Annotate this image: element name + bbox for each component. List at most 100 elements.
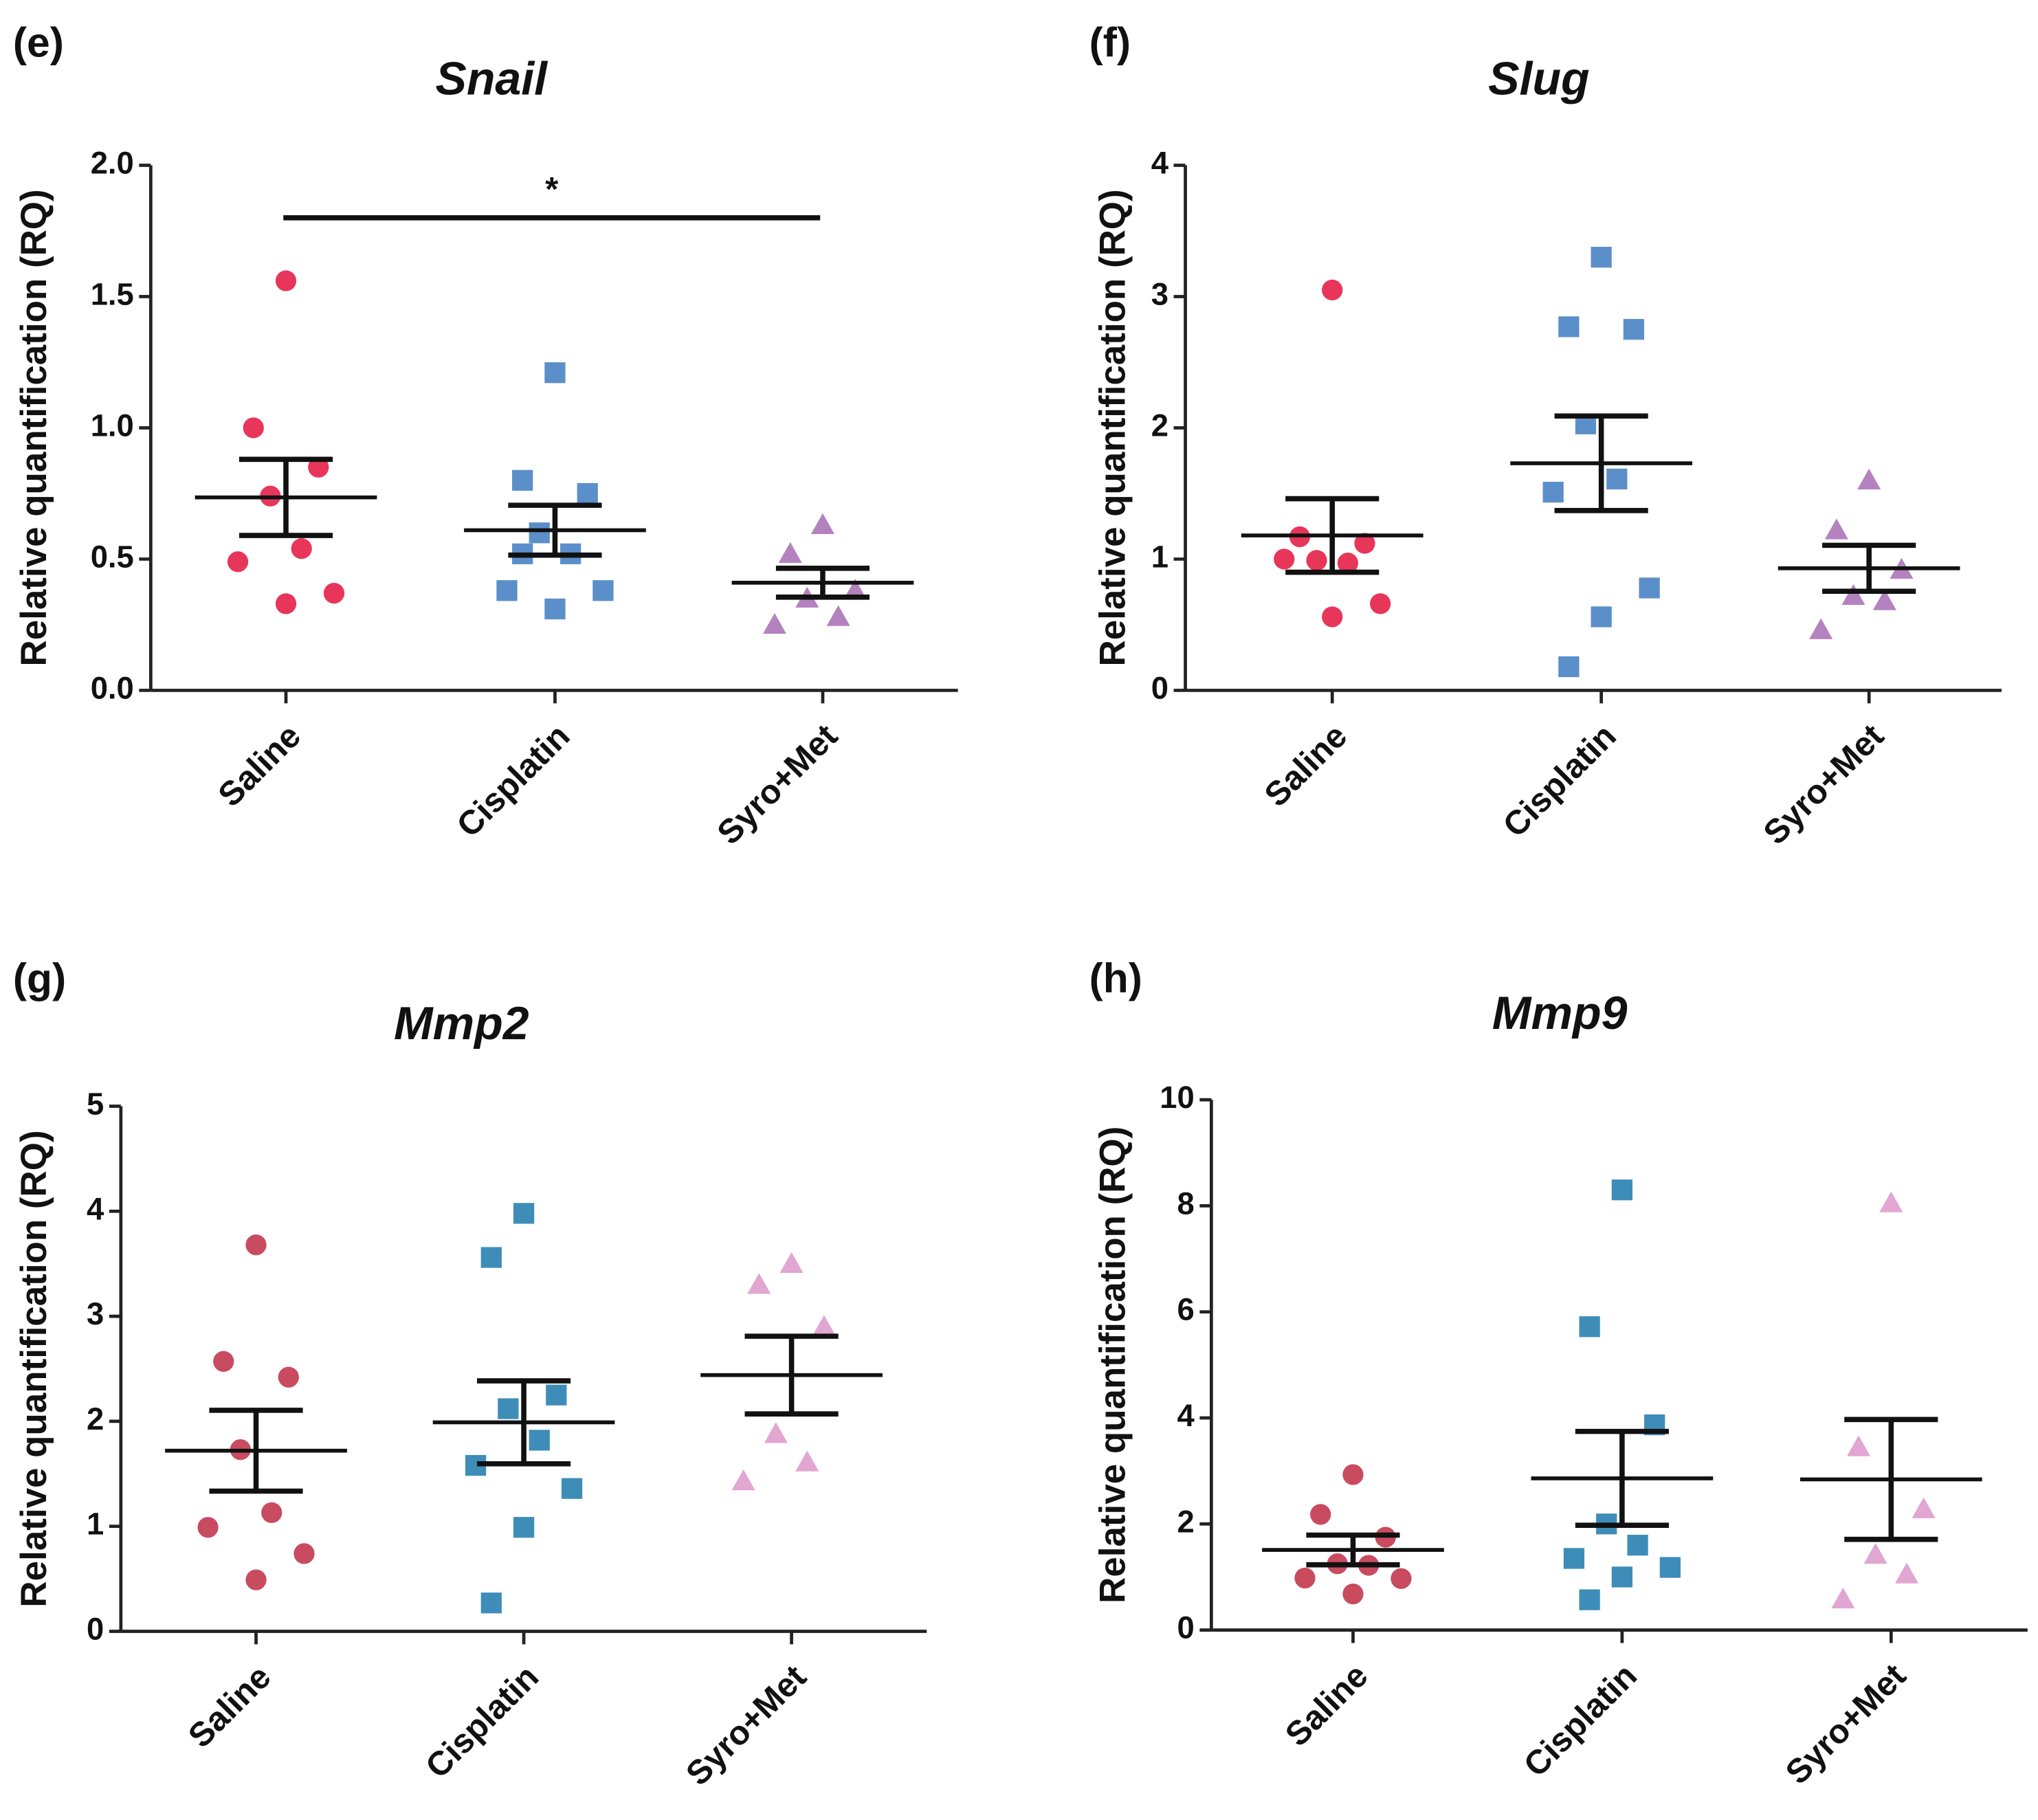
data-point	[1912, 1497, 1936, 1518]
x-tick-label: Cisplatin	[1496, 717, 1624, 845]
data-point	[1274, 548, 1295, 570]
y-tick-label: 2	[1177, 1504, 1195, 1539]
y-tick-label: 2.0	[91, 145, 134, 180]
data-point	[1841, 584, 1865, 606]
y-tick-label: 4	[1177, 1398, 1195, 1433]
y-tick-label: 1.0	[91, 408, 134, 443]
x-tick-label: Syro+Met	[710, 717, 845, 852]
data-point	[561, 1478, 583, 1499]
y-tick-label: 3	[87, 1296, 104, 1331]
data-point	[1579, 1589, 1600, 1610]
x-tick-label: Cisplatin	[1516, 1656, 1644, 1784]
data-point	[731, 1469, 755, 1491]
data-point	[1847, 1435, 1871, 1456]
chart-title: Slug	[1488, 52, 1589, 104]
data-point	[1322, 279, 1343, 301]
chart-title: Mmp9	[1492, 987, 1628, 1039]
data-point	[1623, 319, 1645, 340]
data-point	[197, 1517, 219, 1538]
panel-label: (e)	[13, 19, 64, 66]
data-point	[480, 1247, 502, 1268]
data-point	[291, 538, 312, 559]
data-point	[747, 1273, 771, 1294]
x-tick-label: Cisplatin	[418, 1658, 546, 1786]
data-point	[762, 612, 787, 634]
data-point	[1342, 1583, 1364, 1605]
y-tick-label: 0	[87, 1611, 104, 1646]
data-point	[1879, 1191, 1903, 1212]
data-point	[512, 469, 533, 491]
data-point	[1872, 589, 1896, 610]
data-point	[513, 1517, 535, 1538]
x-tick-label: Cisplatin	[450, 717, 577, 845]
data-point	[261, 1502, 283, 1523]
data-point	[1306, 550, 1327, 571]
data-point	[843, 579, 867, 600]
y-tick-label: 4	[1151, 145, 1168, 180]
data-point	[1391, 1568, 1412, 1589]
data-point	[1558, 316, 1580, 337]
data-point	[227, 551, 249, 573]
data-point	[1591, 247, 1612, 268]
data-point	[1310, 1504, 1331, 1525]
data-point	[1370, 593, 1391, 614]
chart-title: Mmp2	[394, 997, 529, 1050]
data-point	[1342, 1464, 1364, 1485]
data-point	[213, 1351, 234, 1372]
data-point	[498, 1398, 519, 1419]
y-tick-label: 0	[1177, 1610, 1195, 1645]
y-tick-label: 5	[87, 1087, 104, 1122]
x-tick-label: Saline	[181, 1658, 278, 1755]
data-point	[1824, 518, 1848, 540]
y-tick-label: 0.0	[91, 670, 134, 705]
data-point	[1831, 1587, 1855, 1609]
data-point	[480, 1592, 502, 1614]
data-point	[1563, 1548, 1585, 1569]
y-axis-label: Relative quantification (RQ)	[1092, 1127, 1133, 1603]
data-point	[1857, 468, 1881, 490]
data-point	[1659, 1557, 1681, 1578]
y-tick-label: 6	[1177, 1292, 1195, 1327]
data-point	[308, 456, 329, 478]
data-point	[592, 580, 614, 601]
data-point	[245, 1569, 267, 1590]
y-tick-label: 0	[1151, 670, 1168, 705]
data-point	[1809, 618, 1833, 639]
data-point	[1863, 1543, 1887, 1564]
data-point	[1558, 656, 1580, 678]
y-tick-label: 4	[87, 1191, 104, 1226]
data-point	[513, 1203, 535, 1224]
y-axis-label: Relative quantification (RQ)	[14, 1130, 54, 1607]
data-point	[764, 1422, 788, 1443]
data-point	[1611, 1566, 1633, 1588]
data-point	[275, 593, 297, 614]
y-tick-label: 3	[1151, 276, 1168, 311]
data-point	[544, 362, 566, 384]
significance-label: *	[545, 170, 559, 208]
y-tick-label: 1	[1151, 539, 1168, 574]
data-point	[1639, 577, 1660, 599]
data-point	[795, 1450, 819, 1472]
x-tick-label: Syro+Met	[1778, 1656, 1913, 1791]
y-axis-label: Relative quantification (RQ)	[1092, 189, 1133, 666]
data-point	[323, 582, 345, 604]
data-point	[1894, 1562, 1919, 1584]
data-point	[1322, 606, 1343, 628]
data-point	[826, 605, 850, 626]
data-point	[778, 542, 802, 564]
y-tick-label: 0.5	[91, 539, 134, 574]
data-point	[810, 513, 834, 535]
data-point	[577, 482, 598, 504]
y-tick-label: 10	[1160, 1080, 1194, 1115]
data-point	[1542, 481, 1564, 503]
panel-label: (h)	[1089, 955, 1142, 1001]
data-point	[779, 1252, 804, 1273]
data-point	[529, 522, 550, 544]
y-tick-label: 1	[87, 1507, 104, 1542]
y-tick-label: 2	[1151, 408, 1168, 443]
data-point	[1611, 1179, 1633, 1201]
y-axis-label: Relative quantification (RQ)	[14, 189, 54, 666]
y-tick-label: 8	[1177, 1186, 1195, 1221]
x-tick-label: Syro+Met	[1756, 717, 1891, 852]
